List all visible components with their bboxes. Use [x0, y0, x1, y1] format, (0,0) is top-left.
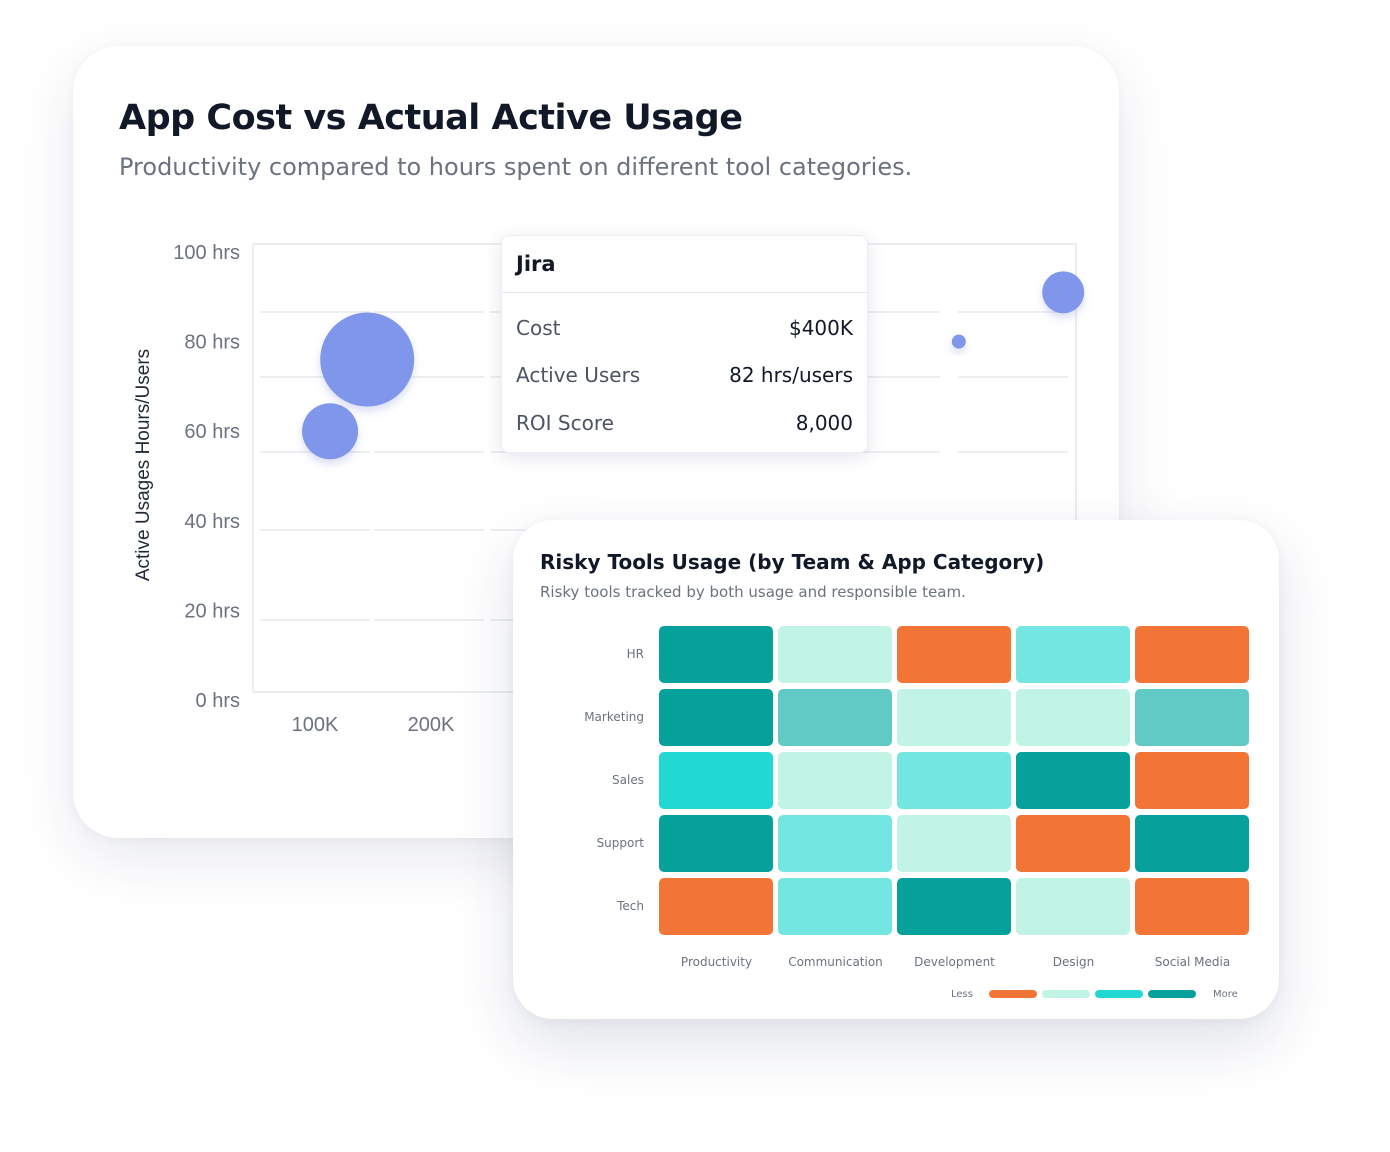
- y-tick-label: 60 hrs: [184, 421, 240, 443]
- heatmap-cell: [659, 626, 773, 683]
- legend-more-label: More: [1213, 989, 1238, 1000]
- heatmap-cell: [778, 626, 892, 683]
- heatmap-cell: [1016, 689, 1130, 746]
- heatmap-cell: [1016, 752, 1130, 809]
- heatmap-row-label: Tech: [617, 899, 644, 913]
- heatmap-cell: [659, 878, 773, 935]
- heatmap-cell: [897, 752, 1011, 809]
- y-tick-label: 100 hrs: [173, 242, 240, 264]
- heatmap-row-label: HR: [626, 647, 644, 661]
- heatmap-cell: [778, 689, 892, 746]
- heatmap-cell: [1135, 626, 1249, 683]
- y-tick-label: 40 hrs: [184, 511, 240, 533]
- legend-swatch: [1148, 990, 1196, 998]
- heatmap-column-label: Development: [914, 955, 995, 969]
- heatmap-cell: [897, 815, 1011, 872]
- bubble-point: [320, 312, 415, 407]
- tooltip-row-label: Cost: [516, 316, 561, 340]
- heatmap-column-label: Productivity: [680, 955, 753, 969]
- y-tick-label: 80 hrs: [184, 332, 240, 354]
- heatmap-cell: [778, 752, 892, 809]
- heatmap-column-label: Communication: [788, 955, 883, 969]
- heatmap-cell: [1135, 815, 1249, 872]
- heatmap-subtitle: Risky tools tracked by both usage and re…: [540, 583, 966, 601]
- heatmap-cell: [659, 815, 773, 872]
- x-tick-label: 100K: [292, 714, 339, 736]
- tooltip-row-cost: Cost $400K: [516, 316, 853, 340]
- heatmap-cell: [1016, 815, 1130, 872]
- legend-less-label: Less: [951, 989, 973, 1000]
- x-tick-label: 200K: [408, 714, 455, 736]
- heatmap-cell: [659, 752, 773, 809]
- bubble-point: [302, 403, 359, 460]
- heatmap-cell: [897, 626, 1011, 683]
- heatmap-cell: [659, 689, 773, 746]
- heatmap-title: Risky Tools Usage (by Team & App Categor…: [540, 550, 1045, 574]
- bubble-chart-title: App Cost vs Actual Active Usage: [119, 98, 743, 138]
- bubble-point: [951, 334, 966, 349]
- legend-swatch: [989, 990, 1037, 998]
- heatmap-column-label: Social Media: [1154, 955, 1231, 969]
- bubble-chart-subtitle: Productivity compared to hours spent on …: [119, 153, 913, 181]
- heatmap-cell: [778, 815, 892, 872]
- y-axis-label: Active Usages Hours/Users: [133, 349, 154, 581]
- tooltip-row-roi: ROI Score 8,000: [516, 411, 853, 435]
- heatmap-column-label: Design: [1052, 955, 1095, 969]
- legend-swatch: [1095, 990, 1143, 998]
- tooltip-row-label: ROI Score: [516, 411, 614, 435]
- heatmap-cell: [778, 878, 892, 935]
- tooltip-row-active-users: Active Users 82 hrs/users: [516, 363, 853, 387]
- heatmap-cell: [1016, 878, 1130, 935]
- jira-tooltip: Jira Cost $400K Active Users 82 hrs/user…: [501, 235, 868, 453]
- heatmap-row-label: Marketing: [584, 710, 644, 724]
- heatmap-cell: [1016, 626, 1130, 683]
- heatmap-row-label: Support: [596, 836, 644, 850]
- legend-swatch: [1042, 990, 1090, 998]
- tooltip-row-label: Active Users: [516, 363, 641, 387]
- heatmap-cell: [897, 878, 1011, 935]
- y-tick-label: 0 hrs: [196, 690, 240, 712]
- tooltip-title: Jira: [502, 236, 867, 293]
- heatmap-row-label: Sales: [612, 773, 644, 787]
- heatmap-cell: [1135, 689, 1249, 746]
- tooltip-row-value: 8,000: [795, 411, 853, 435]
- bubble-point: [1042, 271, 1085, 314]
- heatmap-cell: [897, 689, 1011, 746]
- tooltip-row-value: $400K: [788, 316, 853, 340]
- heatmap-cell: [1135, 752, 1249, 809]
- heatmap-cell: [1135, 878, 1249, 935]
- tooltip-row-value: 82 hrs/users: [729, 363, 853, 387]
- y-tick-label: 20 hrs: [184, 600, 240, 622]
